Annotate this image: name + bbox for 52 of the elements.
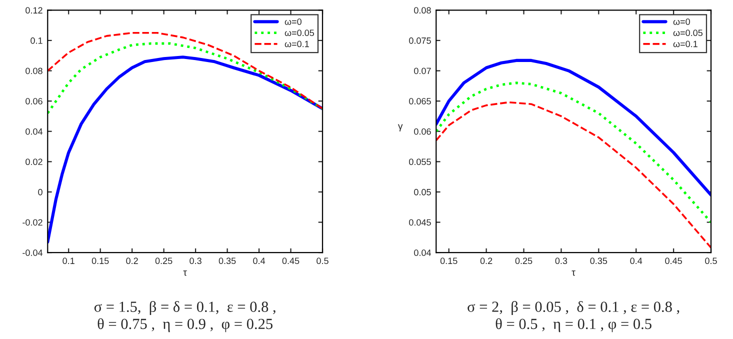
y-tick-label: 0.06 [414, 128, 431, 135]
y-axis-title: γ [398, 124, 403, 132]
x-tick-label: 0.25 [515, 258, 532, 264]
line-series [48, 32, 323, 110]
text: σ = 2, β = 0.05 , δ = 0.1 , ε = 0.8 , θ = 0.5 , η = 0.1 , φ = 0.5 [468, 301, 680, 332]
x-tick-label: 0.5 [705, 258, 717, 264]
x-tick-label: 0.35 [590, 258, 608, 264]
x-tick-label: 0.15 [440, 258, 458, 264]
y-tick-label: 0.07 [414, 68, 431, 74]
x-axis-title: τ [572, 270, 576, 276]
x-tick-label: 0.2 [126, 258, 138, 264]
line-series [436, 82, 712, 224]
x-tick-label: 0.3 [190, 258, 202, 264]
y-tick-label: 0.08 [26, 68, 42, 74]
y-tick-label: 0.06 [26, 98, 42, 104]
x-tick-label: 0.1 [62, 258, 74, 264]
y-tick-label: -0.04 [22, 250, 43, 256]
line-series [48, 56, 323, 244]
x-tick-label: 0.45 [282, 258, 300, 264]
y-tick-label: 0.075 [409, 37, 431, 44]
y-tick-label: 0.04 [414, 250, 432, 256]
legend-label: ω=0 [673, 18, 690, 25]
legend-label: ω=0.1 [284, 40, 309, 48]
y-tick-label: 0.05 [414, 188, 431, 196]
line-series [436, 101, 712, 249]
legend-label: ω=0.05 [673, 30, 703, 36]
x-tick-label: 0.15 [92, 258, 109, 264]
x-tick-label: 0.35 [218, 258, 236, 264]
y-tick-label: 0.065 [409, 98, 431, 104]
y-tick-label: 0.08 [414, 7, 431, 14]
x-axis-title: τ [183, 270, 187, 276]
x-tick-label: 0.4 [253, 258, 266, 264]
x-tick-label: 0.2 [480, 258, 492, 264]
y-tick-label: 0.12 [26, 7, 42, 14]
y-tick-label: 0.045 [409, 219, 431, 226]
x-tick-label: 0.4 [630, 258, 642, 264]
x-tick-label: 0.45 [665, 258, 682, 264]
text: σ = 1.5, β = δ = 0.1, ε = 0.8 , θ = 0.75 , η = 0.9 , φ = 0.25 [94, 301, 276, 332]
y-tick-label: -0.02 [22, 219, 42, 226]
y-tick-label: 0.1 [30, 37, 42, 44]
y-tick-label: 0.02 [26, 158, 42, 166]
line-series [48, 42, 323, 114]
x-tick-label: 0.25 [155, 258, 172, 264]
legend-label: ω=0 [284, 18, 302, 25]
x-tick-label: 0.3 [555, 258, 568, 264]
x-tick-label: 0.5 [316, 258, 328, 264]
legend-label: ω=0.1 [673, 40, 698, 48]
line-series [436, 58, 712, 197]
y-tick-label: 0 [38, 188, 42, 196]
legend-label: ω=0.05 [284, 30, 314, 36]
y-tick-label: 0.055 [409, 158, 431, 166]
y-tick-label: 0.04 [26, 128, 43, 135]
